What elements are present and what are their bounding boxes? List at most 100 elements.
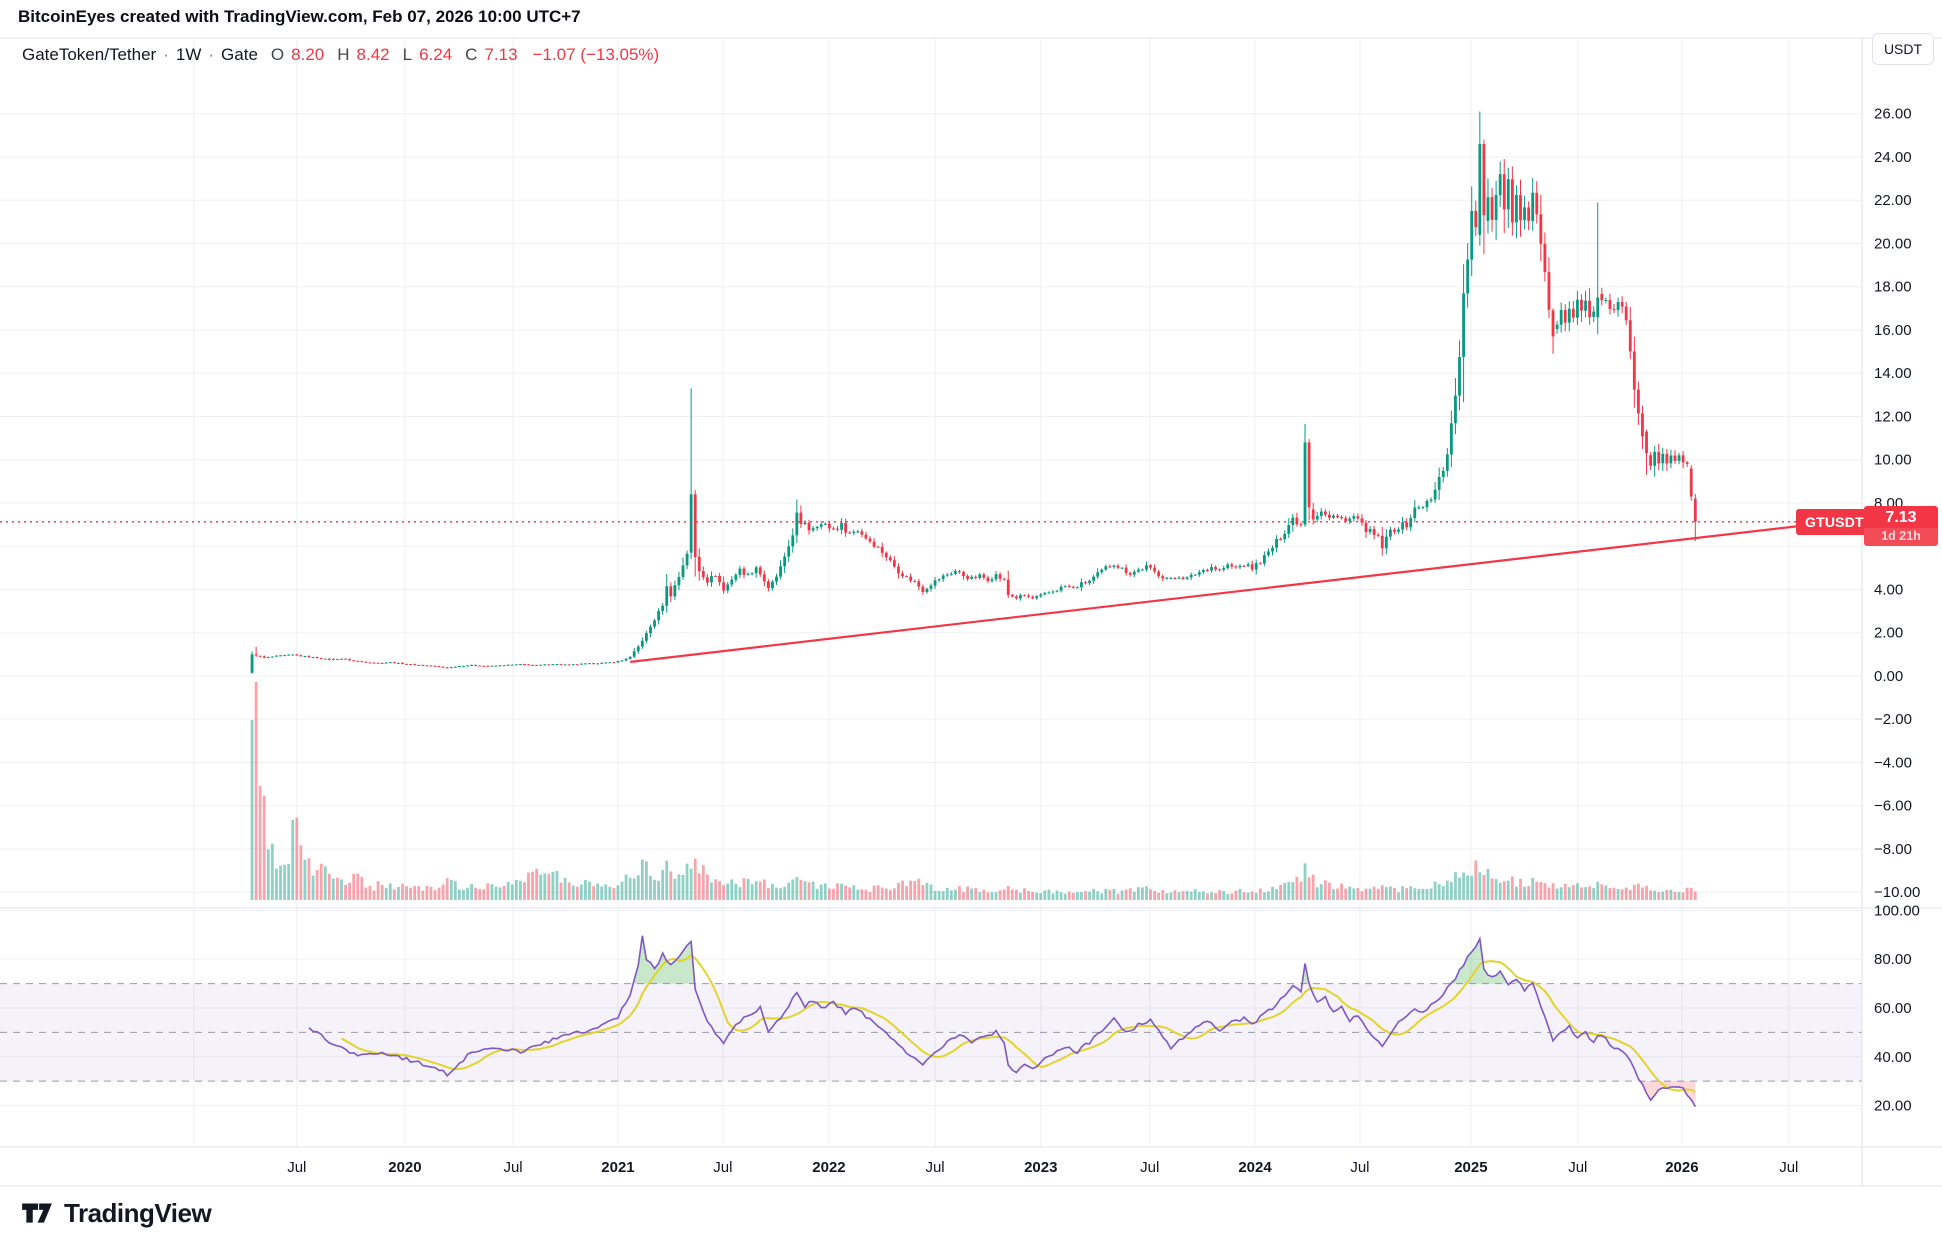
volume-bar — [405, 886, 408, 900]
candle-body — [1539, 214, 1543, 244]
volume-bar — [1043, 890, 1047, 900]
volume-bar — [917, 878, 921, 900]
volume-bar — [1023, 888, 1026, 900]
candle-body — [1384, 536, 1388, 549]
volume-bar — [462, 889, 465, 900]
volume-bar — [1218, 890, 1222, 900]
candle-body — [1677, 455, 1681, 461]
candle-body — [474, 664, 478, 666]
volume-bar — [1141, 887, 1144, 900]
volume-bar — [718, 881, 721, 900]
volume-bar — [600, 886, 604, 900]
candle-body — [937, 579, 941, 581]
volume-bar — [266, 849, 270, 900]
volume-bar — [937, 890, 941, 900]
volume-bar — [897, 882, 900, 900]
volume-bar — [1486, 868, 1490, 900]
candle-body — [311, 657, 315, 659]
volume-bar — [1616, 889, 1620, 900]
volume-bar — [502, 885, 506, 900]
candle-body — [1535, 192, 1539, 215]
volume-bar — [998, 890, 1002, 900]
candle-body — [547, 664, 551, 666]
candle-body — [336, 659, 339, 661]
volume-bar — [1437, 884, 1441, 900]
time-axis-label: Jul — [713, 1159, 732, 1176]
candle-body — [762, 574, 766, 582]
volume-bar — [579, 884, 583, 900]
candle-body — [836, 528, 839, 530]
time-axis-label: Jul — [1140, 1159, 1159, 1176]
volume-bar — [734, 883, 738, 900]
candle-body — [1128, 572, 1132, 575]
volume-series — [250, 682, 1697, 900]
candle-body — [1571, 308, 1575, 318]
volume-bar — [1567, 887, 1571, 900]
volume-bar — [1173, 890, 1177, 900]
volume-bar — [1425, 888, 1429, 900]
candle-body — [1547, 272, 1551, 310]
volume-bar — [1466, 875, 1470, 900]
volume-bar — [677, 874, 681, 900]
candle-body — [1380, 535, 1384, 549]
candle-body — [1112, 565, 1116, 567]
volume-bar — [543, 873, 547, 900]
volume-bar — [336, 877, 339, 900]
candle-body — [1555, 324, 1559, 330]
chart-legend[interactable]: GateToken/Tether · 1W · Gate O 8.20 H 8.42… — [22, 45, 659, 65]
candle-body — [283, 655, 286, 657]
volume-bar — [1014, 889, 1018, 900]
volume-bar — [990, 892, 994, 900]
candle-body — [1413, 507, 1417, 519]
candle-body — [840, 523, 843, 530]
candle-body — [258, 655, 262, 657]
low-label: L — [402, 45, 413, 64]
candle-body — [636, 646, 640, 652]
volume-bar — [1258, 888, 1262, 900]
volume-bar — [1100, 893, 1104, 900]
volume-bar — [1576, 883, 1579, 900]
volume-bar — [486, 883, 490, 900]
volume-bar — [1319, 884, 1323, 900]
candle-body — [958, 571, 961, 573]
volume-bar — [588, 881, 591, 900]
volume-bar — [750, 884, 754, 900]
volume-bar — [1441, 885, 1445, 900]
candle-body — [596, 663, 600, 665]
candle-body — [1596, 297, 1600, 317]
grid-layer — [0, 38, 1862, 1147]
currency-button[interactable]: USDT — [1872, 33, 1934, 65]
candle-body — [1023, 595, 1026, 597]
tradingview-logo[interactable]: TradingView — [20, 1196, 212, 1230]
volume-bar — [1006, 886, 1010, 900]
volume-bar — [978, 891, 982, 900]
volume-bar — [575, 886, 579, 900]
candle-body — [1360, 518, 1364, 523]
volume-bar — [307, 858, 311, 900]
candle-body — [1482, 143, 1486, 216]
volume-bar — [303, 859, 307, 900]
volume-bar — [864, 889, 868, 900]
volume-bar — [1124, 889, 1128, 900]
volume-bar — [827, 888, 831, 900]
volume-bar — [1531, 878, 1535, 900]
volume-bar — [270, 843, 274, 900]
candle-body — [1059, 586, 1063, 591]
candle-body — [498, 665, 502, 667]
candle-body — [913, 580, 917, 582]
candle-body — [1201, 570, 1205, 573]
candle-body — [437, 666, 441, 668]
candle-body — [445, 667, 449, 669]
rsi-overbought-fill — [1450, 938, 1508, 984]
volume-bar — [1031, 891, 1035, 900]
candle-body — [872, 541, 876, 547]
candle-body — [945, 574, 949, 576]
volume-bar — [775, 887, 778, 900]
volume-bar — [1535, 881, 1539, 900]
volume-bar — [1067, 891, 1071, 900]
candle-body — [1437, 476, 1441, 490]
volume-bar — [616, 885, 620, 900]
volume-bar — [742, 878, 746, 900]
candle-body — [1563, 310, 1567, 323]
